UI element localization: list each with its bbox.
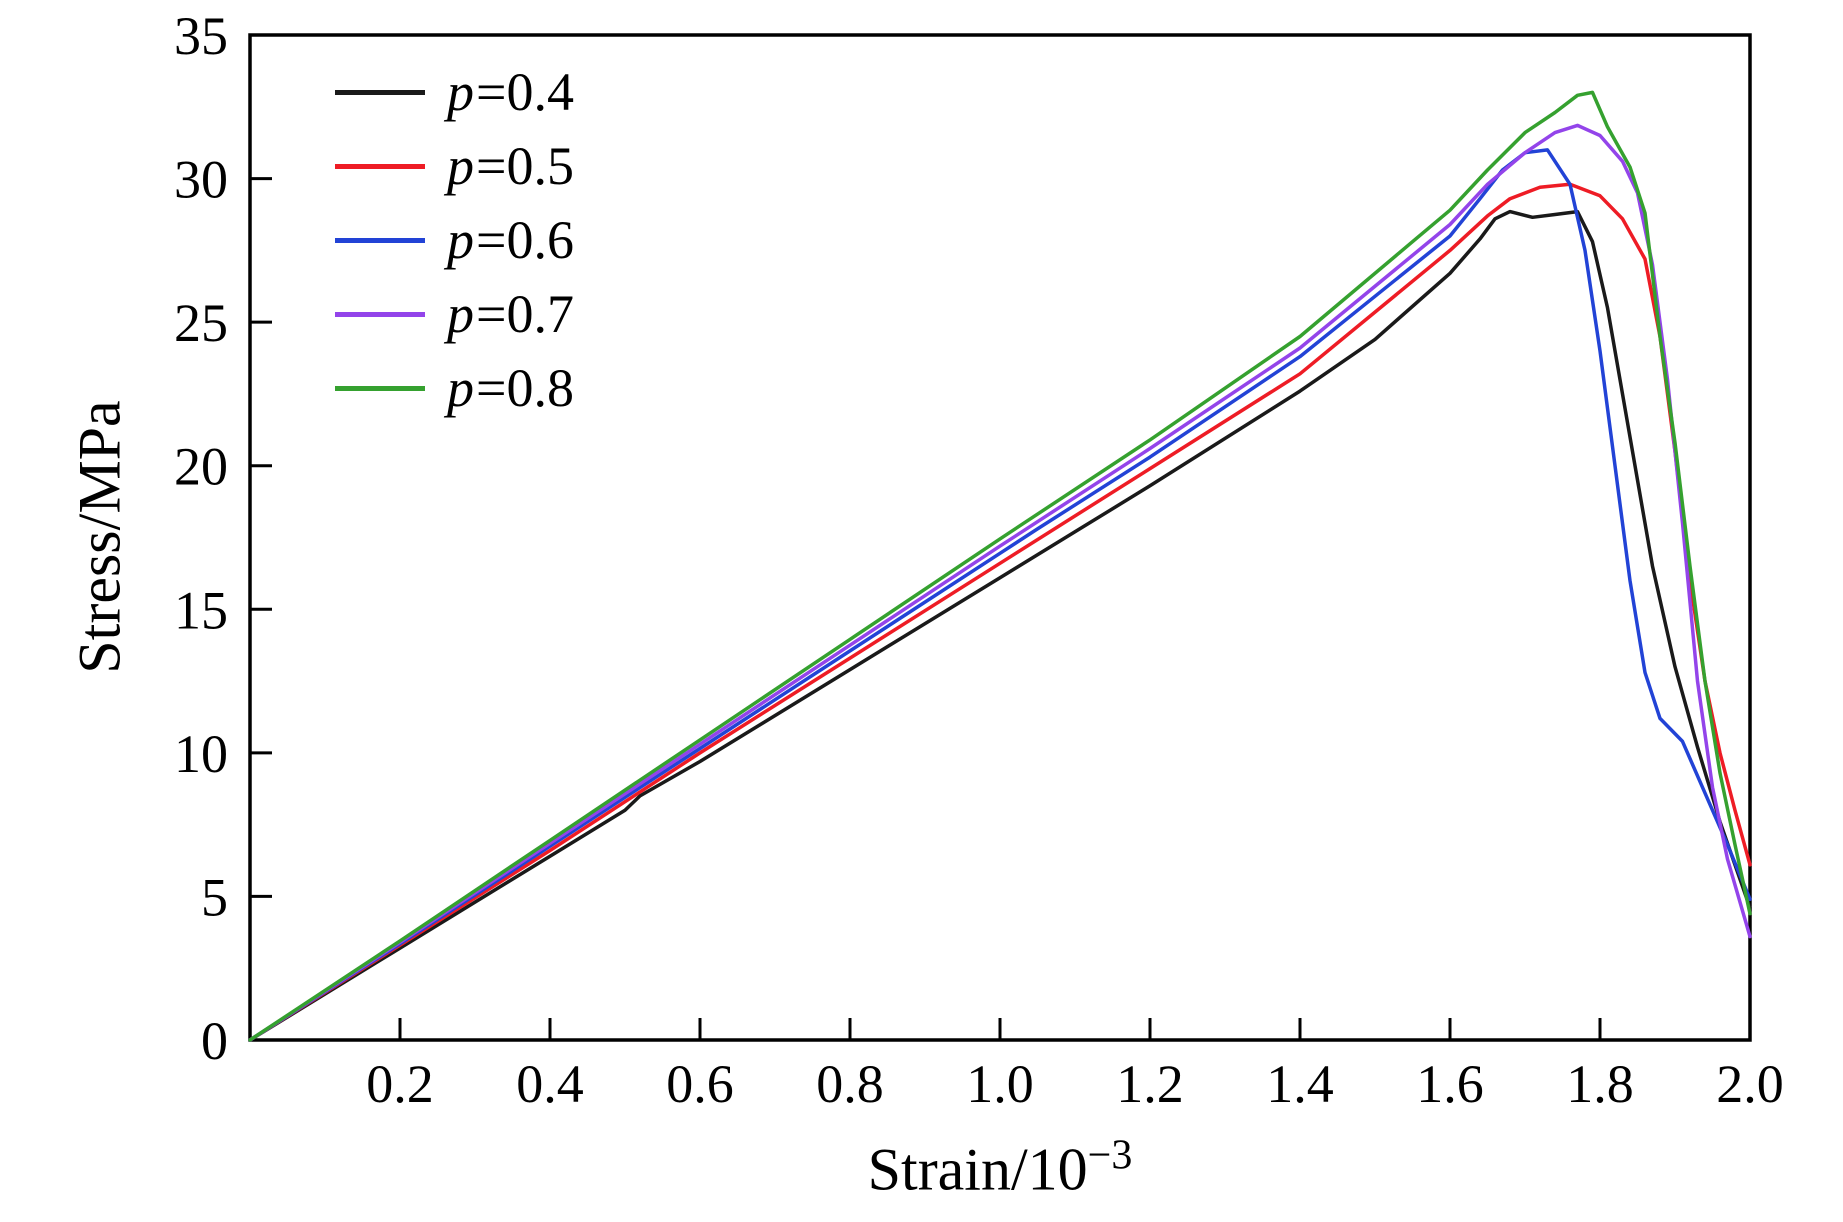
legend-swatch [335,89,425,95]
legend-label: p=0.4 [447,62,574,122]
x-tick-label: 0.6 [666,1054,734,1114]
legend-swatch [335,237,425,243]
legend-label: p=0.8 [447,358,574,418]
legend-item-p=0.7: p=0.7 [335,277,574,351]
legend-label: p=0.5 [447,136,574,196]
x-axis-label-exponent: −3 [1087,1132,1133,1179]
x-tick-label: 1.8 [1566,1054,1634,1114]
y-tick-label: 30 [174,150,228,210]
y-tick-label: 5 [201,867,228,927]
legend: p=0.4 p=0.5 p=0.6 p=0.7 p=0.8 [335,55,574,425]
x-tick-label: 0.2 [366,1054,434,1114]
x-tick-label: 2.0 [1716,1054,1784,1114]
x-tick-label: 0.4 [516,1054,584,1114]
y-tick-label: 35 [174,6,228,66]
y-tick-label: 0 [201,1011,228,1071]
legend-swatch [335,385,425,391]
legend-label: p=0.7 [447,284,574,344]
x-axis-label-base: Strain/10 [867,1136,1088,1203]
legend-item-p=0.8: p=0.8 [335,351,574,425]
y-tick-label: 15 [174,580,228,640]
y-tick-label: 20 [174,437,228,497]
x-tick-label: 1.4 [1266,1054,1334,1114]
y-tick-label: 25 [174,293,228,353]
x-tick-label: 0.8 [816,1054,884,1114]
legend-item-p=0.5: p=0.5 [335,129,574,203]
legend-swatch [335,163,425,169]
y-tick-label: 10 [174,724,228,784]
series-line-p=0.7 [248,123,1752,1042]
x-axis-label: Strain/10−3 [868,1132,1133,1205]
legend-label: p=0.6 [447,210,574,270]
legend-item-p=0.4: p=0.4 [335,55,574,129]
x-tick-label: 1.0 [966,1054,1034,1114]
legend-item-p=0.6: p=0.6 [335,203,574,277]
series-line-p=0.8 [248,90,1752,1042]
series-line-p=0.4 [248,209,1752,1042]
y-axis-label: Stress/MPa [66,400,133,674]
x-tick-label: 1.2 [1116,1054,1184,1114]
legend-swatch [335,311,425,317]
x-tick-label: 1.6 [1416,1054,1484,1114]
